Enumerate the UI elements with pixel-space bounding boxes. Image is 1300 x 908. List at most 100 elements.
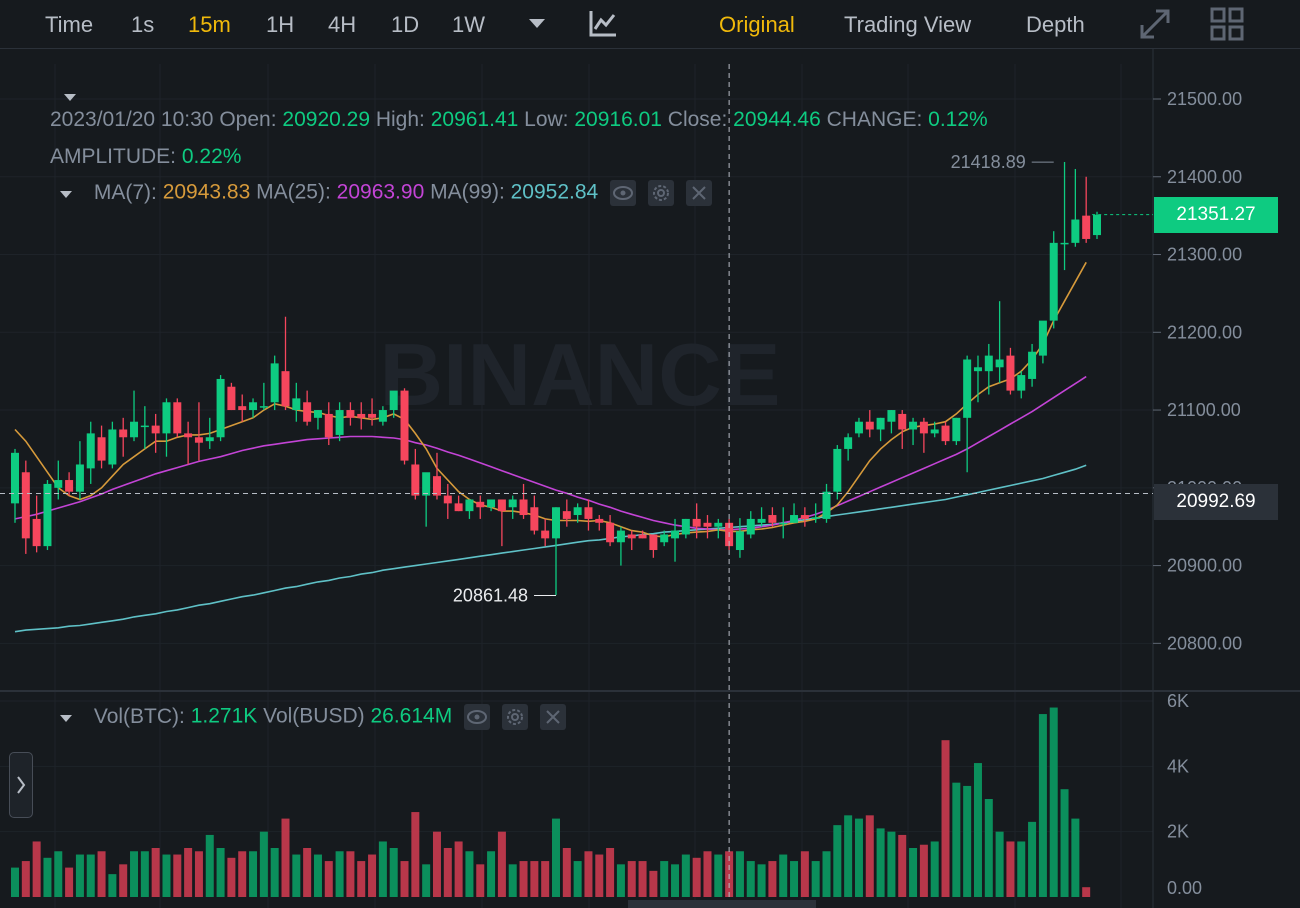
volume-bar bbox=[400, 861, 409, 897]
candle-body bbox=[844, 437, 853, 449]
volume-bar bbox=[368, 854, 377, 897]
open-label: Open: bbox=[219, 108, 277, 131]
volume-visibility-eye-icon[interactable] bbox=[464, 704, 491, 730]
view-original[interactable]: Original bbox=[719, 12, 795, 37]
ma25-label: MA(25): bbox=[256, 180, 331, 204]
candle bbox=[898, 410, 907, 449]
candle-body bbox=[422, 472, 431, 496]
volume-bar bbox=[32, 841, 41, 897]
candle bbox=[205, 417, 214, 449]
low-label: Low: bbox=[524, 108, 569, 131]
candle bbox=[854, 417, 863, 438]
ma-collapse-icon[interactable] bbox=[60, 190, 72, 199]
candle-body bbox=[692, 518, 701, 527]
candle-body bbox=[43, 483, 52, 547]
candle bbox=[422, 472, 431, 527]
candle bbox=[259, 382, 268, 411]
ohlc-collapse-icon[interactable] bbox=[64, 84, 76, 108]
candle-body bbox=[238, 406, 247, 411]
candle bbox=[1006, 347, 1015, 395]
candle-body bbox=[140, 425, 149, 428]
candle bbox=[660, 530, 669, 547]
candle-body bbox=[454, 503, 463, 512]
candle bbox=[32, 495, 41, 553]
candle bbox=[746, 511, 755, 539]
candle-body bbox=[119, 429, 128, 438]
volume-close-icon[interactable] bbox=[539, 704, 566, 730]
ma-legend: MA(7): 20943.83 MA(25): 20963.90 MA(99):… bbox=[60, 180, 712, 206]
candle-body bbox=[671, 530, 680, 539]
volume-bar bbox=[811, 861, 820, 897]
candle bbox=[303, 390, 312, 426]
volume-axis-label: 2K bbox=[1167, 822, 1189, 842]
high-label: High: bbox=[375, 108, 425, 131]
candle-body bbox=[530, 507, 539, 531]
candle bbox=[465, 499, 474, 519]
interval-1w[interactable]: 1W bbox=[452, 12, 485, 37]
candle bbox=[692, 503, 701, 539]
volume-bar bbox=[75, 854, 84, 897]
candle bbox=[606, 515, 615, 547]
volume-bar bbox=[649, 870, 658, 897]
volume-collapse-icon[interactable] bbox=[60, 714, 72, 723]
volume-bar bbox=[249, 851, 258, 897]
volume-bar bbox=[292, 854, 301, 897]
volume-bar bbox=[173, 854, 182, 897]
layout-grid-icon[interactable] bbox=[1210, 7, 1244, 41]
interval-1s[interactable]: 1s bbox=[131, 12, 155, 37]
price-axis-label: 21100.00 bbox=[1167, 400, 1241, 420]
ma-close-icon[interactable] bbox=[685, 180, 712, 206]
volume-bar bbox=[184, 848, 193, 897]
expand-panel-button[interactable] bbox=[9, 752, 33, 818]
ma-visibility-eye-icon[interactable] bbox=[610, 180, 637, 206]
candle-body bbox=[1006, 355, 1015, 391]
volume-bar bbox=[259, 831, 268, 897]
ma99-label: MA(99): bbox=[430, 180, 505, 204]
fullscreen-icon[interactable] bbox=[1138, 7, 1172, 41]
candle-body bbox=[735, 531, 744, 551]
ma-settings-gear-icon[interactable] bbox=[647, 180, 674, 206]
candle bbox=[984, 343, 993, 395]
interval-1h[interactable]: 1H bbox=[266, 12, 295, 37]
candle-body bbox=[227, 386, 236, 411]
volume-bar bbox=[389, 848, 398, 897]
interval-4h[interactable]: 4H bbox=[328, 12, 357, 37]
volume-bar bbox=[909, 848, 918, 897]
close-label: Close: bbox=[667, 108, 728, 131]
candle-body bbox=[476, 501, 485, 508]
candle bbox=[930, 421, 939, 438]
view-trading-view[interactable]: Trading View bbox=[844, 12, 972, 37]
interval-15m[interactable]: 15m bbox=[188, 12, 231, 37]
volume-bar bbox=[757, 864, 766, 897]
chevron-down-icon[interactable] bbox=[528, 16, 546, 30]
candle-body bbox=[1060, 242, 1069, 245]
volume-bar bbox=[984, 799, 993, 897]
volume-bar bbox=[703, 851, 712, 897]
amplitude-value: 0.22% bbox=[181, 145, 242, 168]
interval-time[interactable]: Time bbox=[45, 12, 94, 37]
amplitude-label: AMPLITUDE: bbox=[50, 145, 177, 168]
ma7-value: 20943.83 bbox=[162, 180, 251, 204]
candle bbox=[43, 480, 52, 551]
candle-body bbox=[65, 480, 74, 492]
candle-body bbox=[216, 378, 225, 438]
vol-busd-value: 26.614M bbox=[370, 704, 453, 728]
candle-body bbox=[660, 534, 669, 543]
view-depth[interactable]: Depth bbox=[1026, 12, 1085, 37]
candle bbox=[973, 355, 982, 403]
interval-1d[interactable]: 1D bbox=[391, 12, 420, 37]
candle-body bbox=[584, 507, 593, 519]
candle-body bbox=[1038, 320, 1047, 356]
price-axis-label: 21300.00 bbox=[1167, 245, 1242, 265]
candle bbox=[562, 499, 571, 527]
candle bbox=[75, 441, 84, 500]
volume-settings-gear-icon[interactable] bbox=[501, 704, 528, 730]
volume-bar bbox=[140, 851, 149, 897]
candle bbox=[649, 534, 658, 558]
candle bbox=[714, 518, 723, 539]
indicator-chart-icon[interactable] bbox=[588, 8, 618, 38]
volume-bar bbox=[844, 815, 853, 897]
price-axis-label: 21200.00 bbox=[1167, 322, 1242, 342]
candle bbox=[833, 445, 842, 500]
